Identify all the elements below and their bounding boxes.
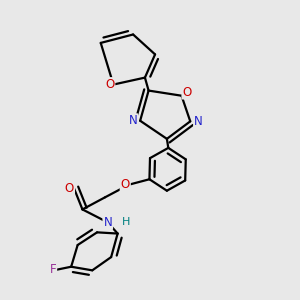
Text: O: O — [121, 178, 130, 191]
Text: H: H — [122, 218, 130, 227]
Text: O: O — [105, 78, 114, 91]
Text: N: N — [194, 115, 203, 128]
Text: N: N — [103, 216, 112, 229]
Text: O: O — [182, 85, 192, 99]
Text: N: N — [128, 114, 137, 127]
Text: F: F — [50, 263, 56, 276]
Text: O: O — [65, 182, 74, 195]
